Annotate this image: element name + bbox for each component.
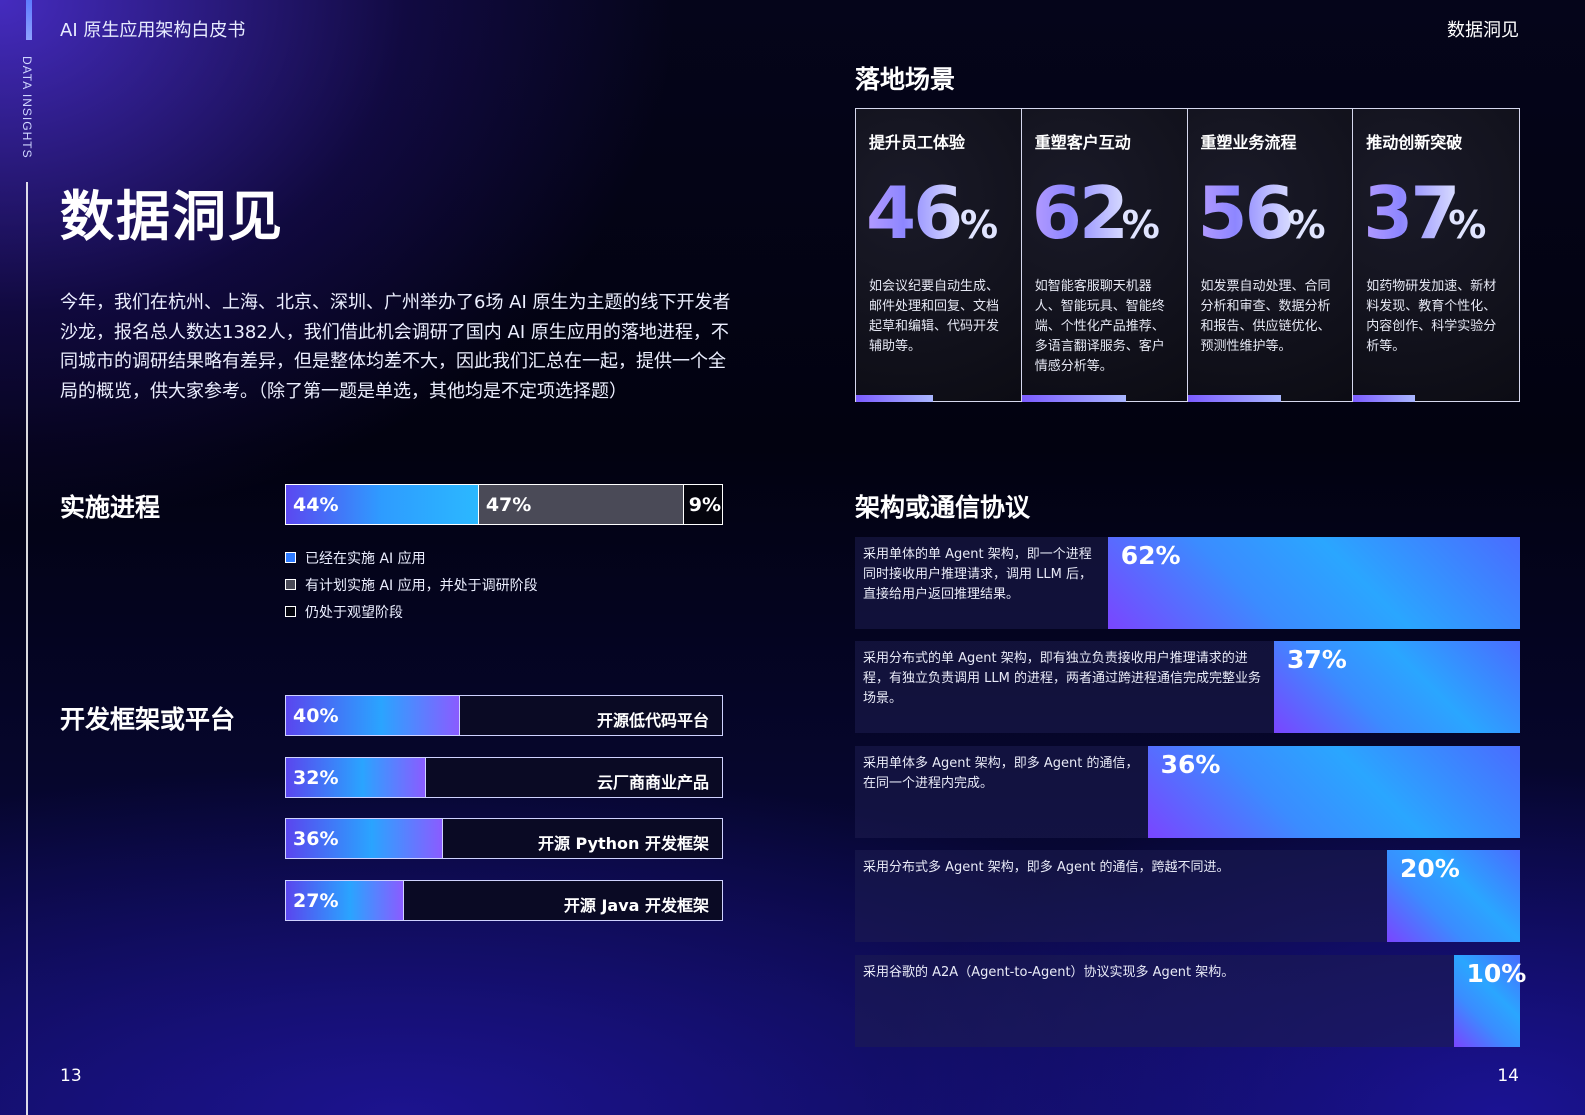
framework-bar: 40% 开源低代码平台 — [285, 695, 723, 736]
scenario-card-title: 推动创新突破 — [1366, 133, 1463, 152]
legend-label: 有计划实施 AI 应用，并处于调研阶段 — [305, 577, 538, 594]
legend-item: 有计划实施 AI 应用，并处于调研阶段 — [285, 571, 538, 598]
legend-label: 已经在实施 AI 应用 — [305, 550, 426, 567]
scenario-section-title: 落地场景 — [855, 65, 956, 94]
protocol-section-title: 架构或通信协议 — [855, 493, 1031, 522]
framework-bar-fill — [286, 696, 461, 735]
legend-item: 仍处于观望阶段 — [285, 598, 538, 625]
protocol-desc: 采用分布式的单 Agent 架构，即有独立负责接收用户推理请求的进 程，有独立负… — [863, 651, 1261, 706]
framework-bar-label: 开源 Python 开发框架 — [537, 834, 709, 853]
protocol-row: 采用分布式的单 Agent 架构，即有独立负责接收用户推理请求的进 程，有独立负… — [855, 641, 1520, 733]
protocol-pct: 10% — [1466, 959, 1527, 988]
framework-bar-label: 开源 Java 开发框架 — [563, 896, 709, 915]
scenario-card-number: 56 — [1197, 171, 1295, 255]
framework-bar-fill — [286, 758, 426, 797]
scenario-card-title: 重塑客户互动 — [1034, 133, 1131, 152]
scenario-card-accent — [1021, 395, 1126, 402]
protocol-desc: 采用谷歌的 A2A（Agent-to-Agent）协议实现多 Agent 架构。 — [863, 965, 1235, 980]
progress-section-title: 实施进程 — [60, 493, 161, 522]
protocol-row: 采用单体多 Agent 架构，即多 Agent 的通信， 在同一个进程内完成。 … — [855, 746, 1520, 838]
progress-stacked-bar: 44% 47% 9% — [285, 484, 723, 525]
side-label: DATA INSIGHTS — [20, 56, 34, 159]
scenario-card: 重塑客户互动 62 % 如智能客服聊天机器人、智能玩具、智能终端、个性化产品推荐… — [1021, 109, 1188, 402]
legend-item: 已经在实施 AI 应用 — [285, 544, 538, 571]
framework-bar-fill — [286, 819, 443, 858]
scenario-card-unit: % — [960, 203, 999, 247]
scenario-card-accent — [856, 395, 933, 402]
protocol-desc: 采用单体多 Agent 架构，即多 Agent 的通信， 在同一个进程内完成。 — [863, 756, 1139, 791]
scenario-card-desc: 如会议纪要自动生成、邮件处理和回复、文档起草和编辑、代码开发辅助等。 — [869, 279, 1000, 354]
scenario-card-unit: % — [1448, 203, 1487, 247]
protocol-pct: 20% — [1400, 854, 1460, 883]
protocol-bar: 36% — [1147, 746, 1520, 838]
scenario-card-accent — [1353, 395, 1416, 402]
scenario-card-unit: % — [1121, 203, 1160, 247]
protocol-bar: 37% — [1273, 641, 1520, 733]
scenario-card-number: 62 — [1031, 171, 1129, 255]
protocol-bar: 20% — [1387, 850, 1520, 942]
progress-segment-watching: 9% — [682, 485, 722, 524]
scenario-card-title: 重塑业务流程 — [1200, 133, 1297, 152]
progress-segment-implementing: 44% — [286, 485, 478, 524]
scenario-card: 推动创新突破 37 % 如药物研发加速、新材料发现、教育个性化、内容创作、科学实… — [1353, 109, 1519, 402]
page-title: 数据洞见 — [60, 185, 284, 248]
scenario-cards: 提升员工体验 46 % 如会议纪要自动生成、邮件处理和回复、文档起草和编辑、代码… — [855, 108, 1520, 402]
protocol-pct: 62% — [1120, 541, 1181, 570]
framework-bar-label: 开源低代码平台 — [596, 711, 709, 730]
scenario-card-desc: 如发票自动处理、合同分析和审查、数据分析和报告、供应链优化、预测性维护等。 — [1200, 279, 1331, 354]
framework-bar-pct: 32% — [293, 767, 339, 789]
framework-bar-pct: 27% — [293, 890, 339, 912]
framework-bar-label: 云厂商商业产品 — [596, 773, 709, 792]
framework-bar: 36% 开源 Python 开发框架 — [285, 818, 723, 859]
scenario-card-desc: 如药物研发加速、新材料发现、教育个性化、内容创作、科学实验分析等。 — [1366, 279, 1497, 354]
legend-swatch — [285, 552, 296, 563]
page-number-left: 13 — [60, 1066, 82, 1086]
scenario-card-number: 46 — [866, 171, 963, 255]
protocol-row: 采用谷歌的 A2A（Agent-to-Agent）协议实现多 Agent 架构。… — [855, 955, 1526, 1047]
protocol-desc: 采用单体的单 Agent 架构，即一个进程 同时接收用户推理请求，调用 LLM … — [863, 547, 1092, 602]
scenario-card-accent — [1187, 395, 1281, 402]
framework-bar: 32% 云厂商商业产品 — [285, 757, 723, 798]
protocol-pct: 36% — [1160, 750, 1221, 779]
framework-bar-fill — [286, 881, 404, 920]
page-number-right: 14 — [1497, 1066, 1519, 1086]
scenario-card-title: 提升员工体验 — [869, 133, 966, 152]
legend-label: 仍处于观望阶段 — [305, 604, 403, 621]
protocol-desc: 采用分布式多 Agent 架构，即多 Agent 的通信，跨越不同进。 — [863, 860, 1230, 875]
protocol-pct: 37% — [1286, 645, 1347, 674]
document-title: AI 原生应用架构白皮书 — [60, 20, 246, 41]
section-title-right: 数据洞见 — [1447, 20, 1519, 41]
progress-legend: 已经在实施 AI 应用 有计划实施 AI 应用，并处于调研阶段 仍处于观望阶段 — [285, 544, 538, 625]
header-accent-bar — [26, 0, 32, 40]
scenario-card: 重塑业务流程 56 % 如发票自动处理、合同分析和审查、数据分析和报告、供应链优… — [1187, 109, 1354, 402]
legend-swatch — [285, 606, 296, 617]
protocol-row: 采用分布式多 Agent 架构，即多 Agent 的通信，跨越不同进。 20% — [855, 850, 1520, 942]
intro-paragraph: 今年，我们在杭州、上海、北京、深圳、广州举办了6场 AI 原生为主题的线下开发者… — [60, 292, 731, 402]
framework-section-title: 开发框架或平台 — [60, 705, 236, 734]
framework-bar-pct: 36% — [293, 828, 339, 850]
protocol-row: 采用单体的单 Agent 架构，即一个进程 同时接收用户推理请求，调用 LLM … — [855, 537, 1520, 629]
progress-segment-planning: 47% — [477, 485, 683, 524]
framework-bar-pct: 40% — [293, 705, 339, 727]
side-divider — [26, 182, 28, 1115]
protocol-bar: 10% — [1453, 955, 1526, 1047]
scenario-card-desc: 如智能客服聊天机器人、智能玩具、智能终端、个性化产品推荐、多语言翻译服务、客户情… — [1034, 279, 1165, 374]
protocol-bar: 62% — [1107, 537, 1520, 629]
legend-swatch — [285, 579, 296, 590]
scenario-card: 提升员工体验 46 % 如会议纪要自动生成、邮件处理和回复、文档起草和编辑、代码… — [856, 109, 1022, 402]
scenario-card-unit: % — [1287, 203, 1326, 247]
framework-bar: 27% 开源 Java 开发框架 — [285, 880, 723, 921]
scenario-card-number: 37 — [1363, 171, 1460, 255]
